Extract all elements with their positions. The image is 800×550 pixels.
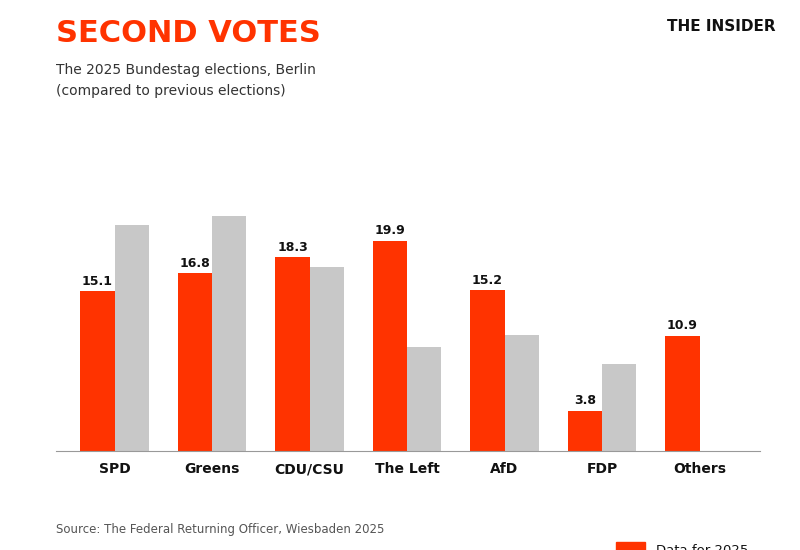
Text: 10.9: 10.9 bbox=[667, 319, 698, 332]
Text: 15.2: 15.2 bbox=[472, 273, 503, 287]
Bar bbox=[505, 334, 538, 451]
Bar bbox=[407, 348, 441, 451]
Bar bbox=[178, 273, 212, 451]
Bar bbox=[470, 290, 505, 451]
Text: THE INSIDER: THE INSIDER bbox=[667, 19, 776, 34]
Text: 18.3: 18.3 bbox=[277, 241, 308, 254]
Bar bbox=[666, 336, 699, 451]
Text: The 2025 Bundestag elections, Berlin
(compared to previous elections): The 2025 Bundestag elections, Berlin (co… bbox=[56, 63, 316, 98]
Bar bbox=[373, 240, 407, 451]
Bar bbox=[568, 411, 602, 451]
Text: SECOND VOTES: SECOND VOTES bbox=[56, 19, 321, 48]
Text: Source: The Federal Returning Officer, Wiesbaden 2025: Source: The Federal Returning Officer, W… bbox=[56, 523, 384, 536]
Text: 15.1: 15.1 bbox=[82, 274, 113, 288]
Bar bbox=[212, 216, 246, 451]
Bar bbox=[80, 292, 114, 451]
Text: 3.8: 3.8 bbox=[574, 394, 596, 407]
Bar bbox=[275, 257, 310, 451]
Text: 19.9: 19.9 bbox=[374, 224, 406, 237]
Bar bbox=[114, 224, 149, 451]
Bar bbox=[602, 364, 636, 451]
Bar bbox=[310, 267, 344, 451]
Text: 16.8: 16.8 bbox=[179, 257, 210, 270]
Legend: Data for 2025, Data for 2021: Data for 2025, Data for 2021 bbox=[611, 537, 754, 550]
